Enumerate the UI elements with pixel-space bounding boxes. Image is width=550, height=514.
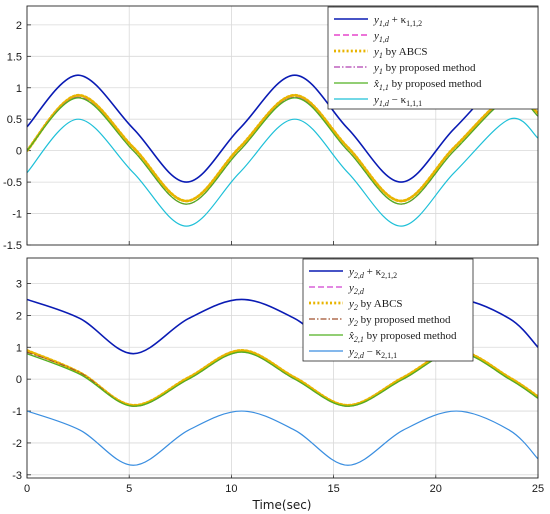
- legend-label-4: y2 by proposed method: [348, 314, 451, 328]
- legend-subscript: 2,d: [354, 271, 365, 280]
- legend-subscript: 1,1: [379, 83, 389, 92]
- y-tick-label: 2: [16, 20, 22, 32]
- legend-label-6: y2,d − κ2,1,1: [348, 346, 397, 360]
- legend-text: + κ: [364, 266, 382, 278]
- y-tick-label: 1: [16, 342, 22, 354]
- y-tick-label: 0: [16, 146, 22, 158]
- legend-text: + κ: [389, 14, 407, 26]
- legend-subscript: 2,d: [354, 351, 365, 360]
- axes-box: [26, 257, 539, 479]
- y-tick-label: -0.5: [3, 177, 22, 189]
- legend-subscript-2: 2,1,1: [381, 351, 397, 360]
- legend-label-1: y2,d + κ2,1,2: [348, 266, 397, 280]
- legend-symbol: y: [373, 62, 379, 74]
- legend-symbol: y: [348, 282, 354, 294]
- legend-symbol: x̂: [348, 330, 354, 342]
- legend-subscript: 2,d: [354, 287, 365, 296]
- legend-text: by proposed method: [389, 78, 482, 90]
- y-tick-label: 0.5: [7, 114, 22, 126]
- legend-subscript-2: 1,1,2: [406, 19, 422, 28]
- legend-label-2: y1,d: [373, 30, 390, 44]
- x-tick-label: 5: [126, 483, 132, 495]
- legend-symbol: y: [373, 94, 379, 106]
- legend-subscript-2: 2,1,2: [381, 271, 397, 280]
- top-plot: -1.5-1-0.500.511.52 y1,d + κ1,1,2y1,dy1 b…: [3, 5, 539, 252]
- x-tick-label: 15: [327, 483, 339, 495]
- legend-label-5: x̂2,1 by proposed method: [348, 330, 457, 344]
- legend-text: by proposed method: [364, 330, 457, 342]
- x-tick-label: 25: [532, 483, 544, 495]
- y-tick-label: 3: [16, 279, 22, 291]
- legend-subscript: 1: [379, 67, 383, 76]
- x-tick-label: 10: [225, 483, 237, 495]
- legend-symbol: y: [348, 266, 354, 278]
- y-tick-label: -3: [12, 470, 22, 482]
- legend-subscript: 2: [354, 319, 358, 328]
- y-tick-label: -1: [12, 209, 22, 221]
- legend-label-1: y1,d + κ1,1,2: [373, 14, 422, 28]
- legend-subscript: 1,d: [379, 35, 390, 44]
- legend-symbol: y: [348, 346, 354, 358]
- y-tick-label: 2: [16, 310, 22, 322]
- legend-symbol: y: [373, 30, 379, 42]
- x-tick-label: 0: [24, 483, 30, 495]
- legend-label-3: y1 by ABCS: [373, 46, 428, 60]
- legend-subscript: 2,1: [354, 335, 364, 344]
- series-line-1: [27, 73, 538, 183]
- legend-text: by proposed method: [358, 314, 451, 326]
- legend-subscript: 1,d: [379, 19, 390, 28]
- legend-text: − κ: [389, 94, 407, 106]
- series-line-6: [27, 410, 538, 466]
- series-group: [27, 73, 538, 227]
- y-tick-label: 1: [16, 83, 22, 95]
- x-tick-label: 20: [430, 483, 442, 495]
- legend-text: by proposed method: [383, 62, 476, 74]
- y-tick-label: 1.5: [7, 51, 22, 63]
- legend-text: by ABCS: [383, 46, 428, 58]
- legend-label-5: x̂1,1 by proposed method: [373, 78, 482, 92]
- legend-symbol: y: [373, 14, 379, 26]
- legend-subscript-2: 1,1,1: [406, 99, 422, 108]
- legend-label-2: y2,d: [348, 282, 365, 296]
- series-line-6: [27, 117, 538, 227]
- legend-text: − κ: [364, 346, 382, 358]
- legend-box: [327, 6, 539, 110]
- legend-label-4: y1 by proposed method: [373, 62, 476, 76]
- legend-symbol: y: [348, 314, 354, 326]
- legend-subscript: 2: [354, 303, 358, 312]
- legend-label-3: y2 by ABCS: [348, 298, 403, 312]
- series-line-5: [27, 96, 538, 205]
- legend-symbol: y: [348, 298, 354, 310]
- y-tick-label: 0: [16, 374, 22, 386]
- legend-symbol: x̂: [373, 78, 379, 90]
- y-tick-label: -2: [12, 438, 22, 450]
- legend-label-6: y1,d − κ1,1,1: [373, 94, 422, 108]
- x-axis-label: Time(sec): [252, 498, 312, 512]
- legend-subscript: 1,d: [379, 99, 390, 108]
- legend-subscript: 1: [379, 51, 383, 60]
- legend-symbol: y: [373, 46, 379, 58]
- axes-box: [26, 5, 539, 246]
- legend-text: by ABCS: [358, 298, 403, 310]
- legend-box: [302, 258, 474, 362]
- series-line-3: [27, 92, 538, 203]
- y-tick-label: -1.5: [3, 240, 22, 252]
- y-tick-label: -1: [12, 406, 22, 418]
